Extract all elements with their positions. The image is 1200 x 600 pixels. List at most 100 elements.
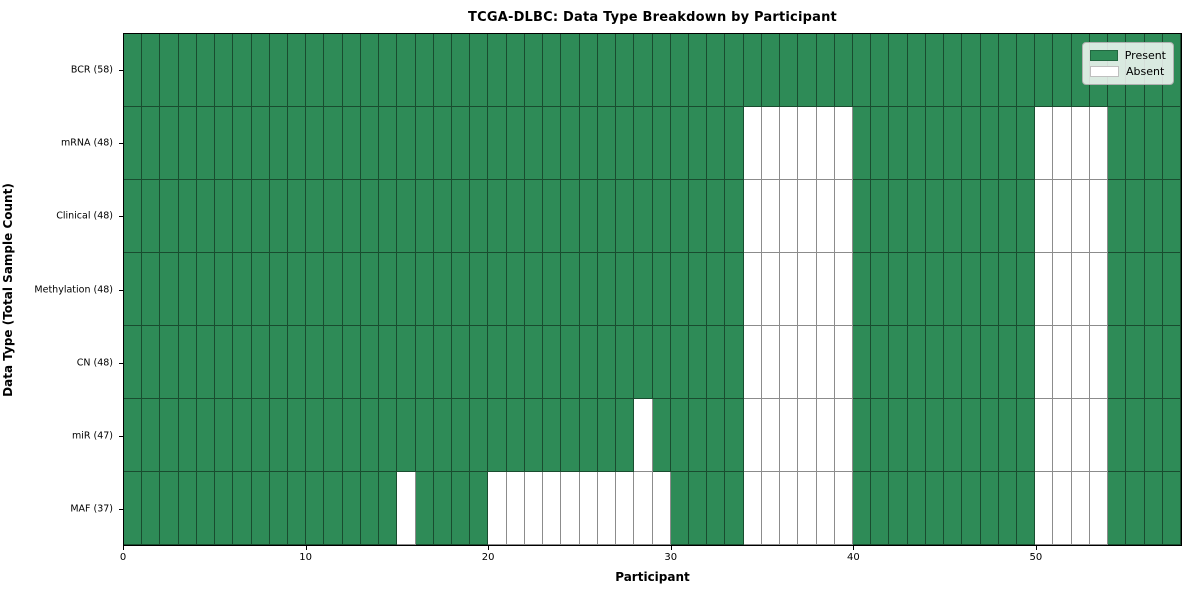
matrix-cell — [780, 399, 799, 472]
matrix-cell — [178, 34, 197, 107]
matrix-cell — [980, 399, 999, 472]
matrix-cell — [470, 472, 489, 545]
matrix-cell — [725, 107, 744, 180]
matrix-cell — [1016, 180, 1036, 253]
matrix-cell — [761, 253, 781, 326]
matrix-cell — [288, 107, 307, 180]
matrix-cell — [415, 253, 434, 326]
matrix-cell — [834, 399, 853, 472]
matrix-cell — [616, 399, 635, 472]
matrix-cell — [834, 180, 853, 253]
matrix-cell — [1089, 180, 1109, 253]
matrix-cell — [561, 180, 580, 253]
matrix-cell — [433, 399, 453, 472]
matrix-cell — [1089, 253, 1109, 326]
matrix-cell — [1089, 399, 1109, 472]
matrix-cell — [962, 472, 981, 545]
matrix-cell — [178, 107, 197, 180]
matrix-cell — [1053, 472, 1072, 545]
matrix-cell — [616, 472, 635, 545]
matrix-cell — [634, 253, 653, 326]
matrix-cell — [743, 34, 762, 107]
matrix-cell — [524, 107, 544, 180]
matrix-cell — [324, 253, 343, 326]
matrix-cell — [470, 253, 489, 326]
matrix-cell — [269, 472, 289, 545]
matrix-cell — [780, 180, 799, 253]
matrix-cell — [907, 399, 926, 472]
matrix-cell — [142, 472, 161, 545]
matrix-cell — [397, 399, 416, 472]
matrix-cell — [616, 107, 635, 180]
matrix-cell — [780, 472, 799, 545]
matrix-cell — [524, 326, 544, 399]
matrix-cell — [452, 399, 471, 472]
matrix-cell — [379, 472, 398, 545]
matrix-cell — [670, 253, 689, 326]
matrix-cell — [1071, 253, 1090, 326]
matrix-cell — [707, 180, 726, 253]
matrix-cell — [798, 399, 817, 472]
matrix-cell — [1126, 253, 1145, 326]
matrix-cell — [852, 253, 872, 326]
matrix-cell — [506, 253, 525, 326]
matrix-cell — [670, 34, 689, 107]
matrix-cell — [1016, 399, 1036, 472]
matrix-cell — [1126, 326, 1145, 399]
matrix-cell — [798, 326, 817, 399]
matrix-cell — [379, 253, 398, 326]
matrix-cell — [889, 399, 908, 472]
matrix-cell — [944, 34, 963, 107]
matrix-cell — [743, 326, 762, 399]
matrix-cell — [543, 326, 562, 399]
matrix-cell — [124, 34, 143, 107]
matrix-cell — [871, 107, 890, 180]
matrix-cell — [907, 326, 926, 399]
matrix-cell — [415, 399, 434, 472]
matrix-cell — [616, 34, 635, 107]
matrix-cell — [470, 180, 489, 253]
matrix-cell — [761, 472, 781, 545]
matrix-cell — [907, 180, 926, 253]
matrix-cell — [506, 34, 525, 107]
matrix-cell — [561, 107, 580, 180]
matrix-cell — [160, 326, 179, 399]
matrix-cell — [579, 34, 598, 107]
matrix-cell — [998, 107, 1017, 180]
y-tick-mark — [119, 509, 123, 511]
y-tick-mark — [119, 142, 123, 144]
matrix-cell — [379, 326, 398, 399]
matrix-cell — [816, 253, 835, 326]
matrix-cell — [925, 34, 945, 107]
y-tick-label: miR (47) — [71, 430, 113, 442]
matrix-cell — [160, 253, 179, 326]
matrix-cell — [1053, 34, 1072, 107]
matrix-cell — [652, 472, 671, 545]
x-tick-label: 20 — [481, 552, 495, 563]
matrix-cell — [761, 326, 781, 399]
matrix-cell — [288, 472, 307, 545]
matrix-cell — [1144, 253, 1163, 326]
plot-area — [123, 33, 1182, 546]
matrix-cell — [452, 180, 471, 253]
matrix-cell — [1089, 326, 1109, 399]
matrix-cell — [379, 399, 398, 472]
matrix-cell — [925, 399, 945, 472]
matrix-cell — [506, 326, 525, 399]
matrix-cell — [142, 180, 161, 253]
matrix-cell — [725, 399, 744, 472]
matrix-cell — [233, 180, 252, 253]
matrix-cell — [634, 326, 653, 399]
matrix-cell — [980, 253, 999, 326]
matrix-cell — [142, 253, 161, 326]
matrix-cell — [196, 34, 216, 107]
matrix-cell — [488, 107, 507, 180]
matrix-cell — [543, 180, 562, 253]
matrix-cell — [816, 472, 835, 545]
matrix-cell — [780, 107, 799, 180]
x-tick-mark — [1035, 546, 1037, 550]
matrix-cell — [816, 399, 835, 472]
matrix-cell — [652, 253, 671, 326]
matrix-cell — [306, 34, 325, 107]
matrix-cell — [1108, 180, 1127, 253]
